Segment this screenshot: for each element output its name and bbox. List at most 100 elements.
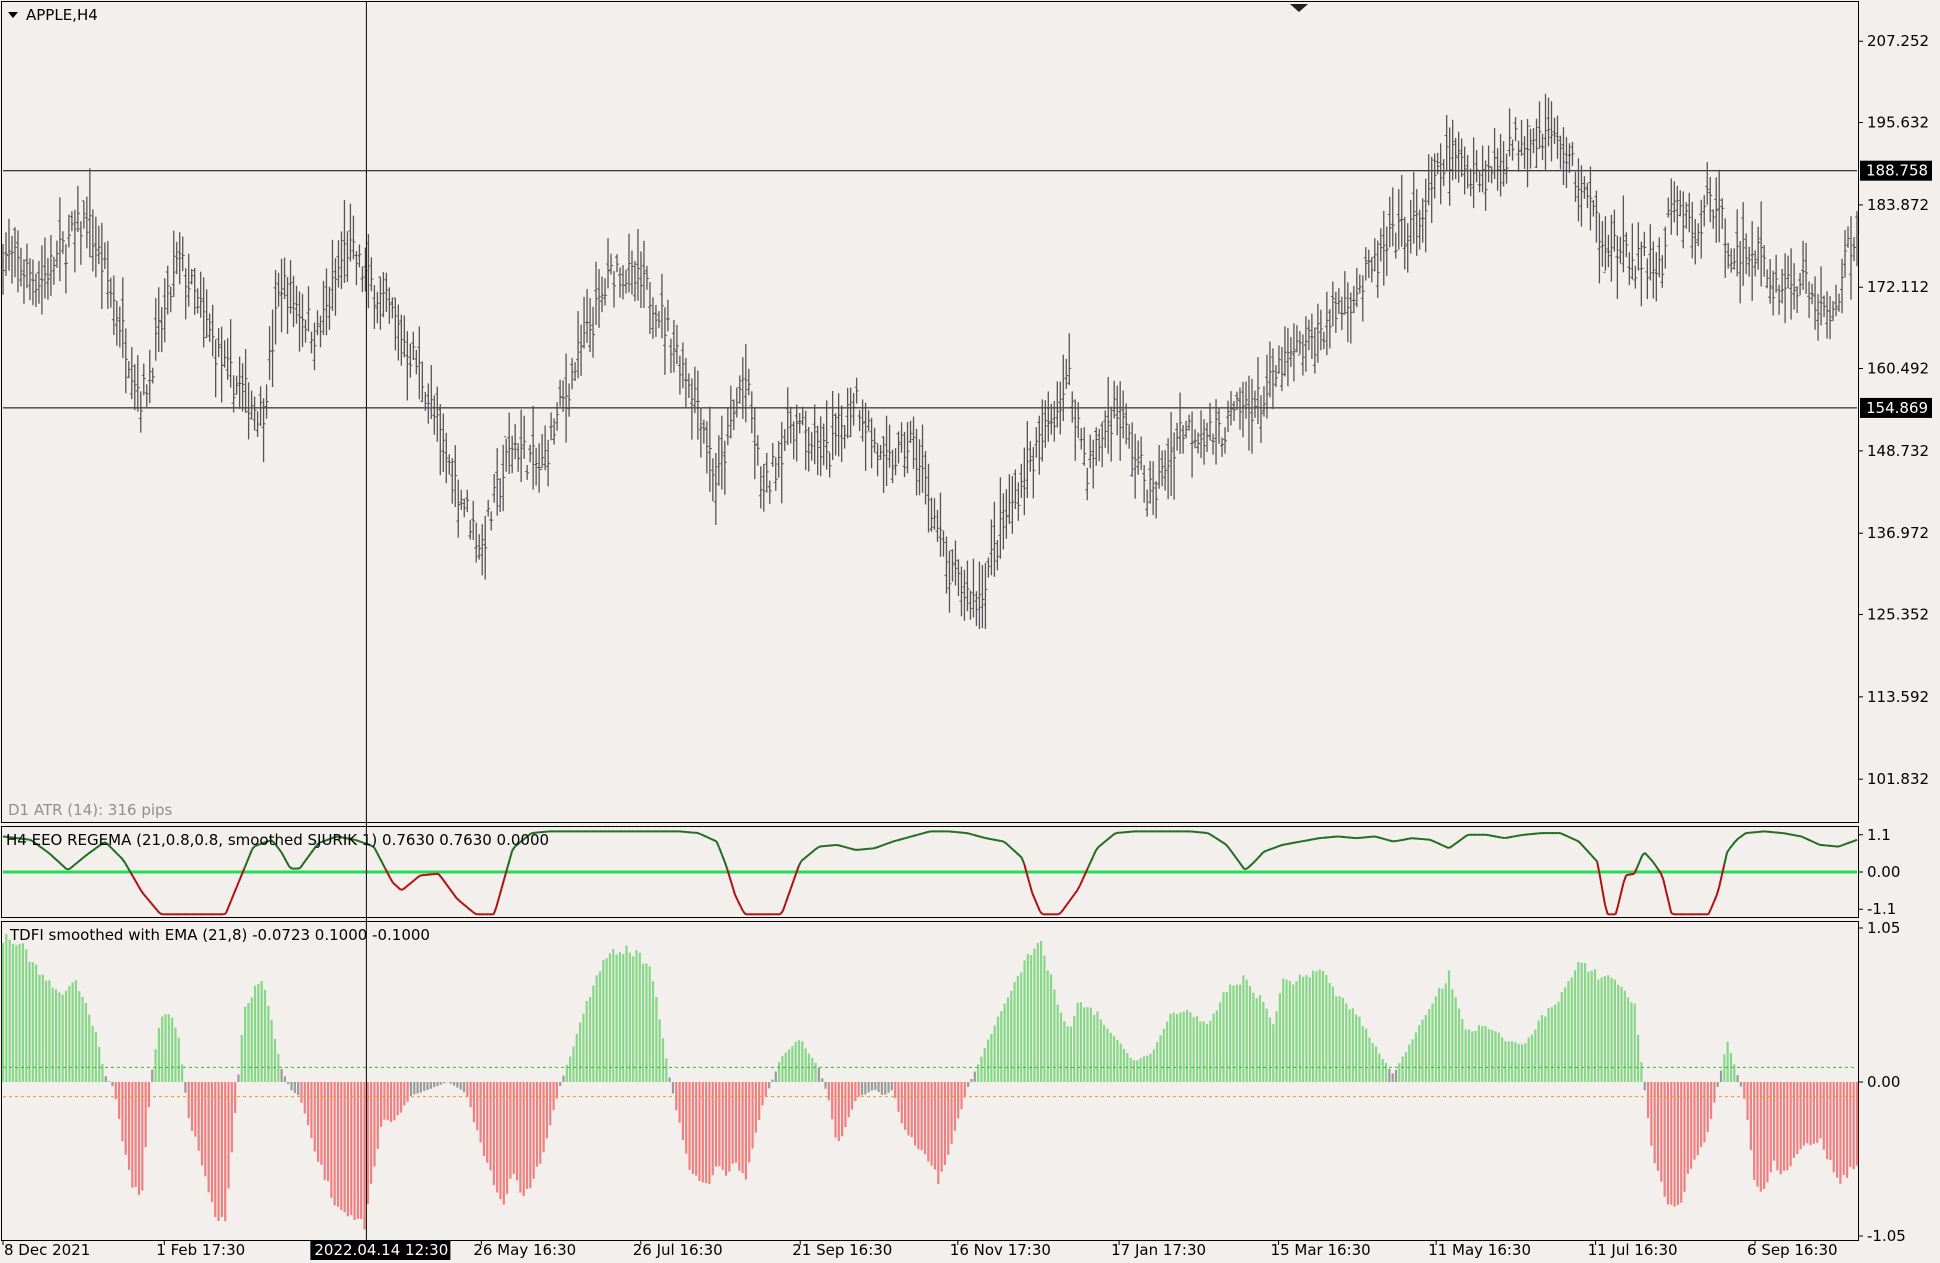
eeo-line-segment [1073, 889, 1079, 895]
eeo-line-segment [1437, 842, 1441, 846]
price-bar [321, 280, 326, 336]
chart-shift-marker-icon[interactable] [1290, 4, 1308, 12]
symbol-dropdown-icon[interactable] [8, 12, 18, 18]
eeo-line-segment [840, 845, 845, 848]
price-bar [165, 265, 170, 315]
price-bar [935, 509, 940, 542]
price-bar [1013, 469, 1018, 510]
price-bar [1252, 390, 1257, 418]
price-bar [1321, 331, 1326, 350]
eeo-line-segment [251, 845, 256, 850]
price-bar [1085, 467, 1090, 501]
axis-tick-label: 183.872 [1867, 196, 1929, 214]
price-bar [618, 267, 623, 298]
eeo-line-segment [816, 845, 821, 849]
eeo-line-segment [1854, 838, 1858, 842]
eeo-line-segment [795, 865, 800, 874]
price-bar [513, 424, 518, 460]
eeo-line-segment [42, 847, 47, 852]
price-bar [1501, 141, 1506, 187]
price-bar [375, 291, 380, 324]
price-bar [1639, 241, 1644, 307]
price-bar [1843, 229, 1848, 278]
eeo-line-segment [1635, 861, 1641, 869]
axis-tick-label: 101.832 [1867, 770, 1929, 788]
price-bar [1261, 386, 1266, 417]
price-bar [42, 237, 47, 299]
eeo-line-segment [1455, 840, 1460, 844]
eeo-line-segment [320, 840, 325, 844]
price-bar [444, 432, 449, 484]
price-bar [1136, 440, 1141, 475]
price-bar [81, 200, 86, 229]
eeo-line-segment [100, 841, 105, 846]
price-scale-axis[interactable]: 207.252 195.632 183.872 172.112 160.492 148.7… [1858, 32, 1932, 1245]
eeo-line-segment [885, 842, 890, 845]
price-bar [1333, 291, 1338, 333]
eeo-line-segment [126, 866, 132, 873]
price-bar [839, 405, 844, 462]
price-bar [1768, 259, 1773, 304]
price-bar [1088, 434, 1093, 469]
price-bar [776, 440, 781, 478]
eeo-line-segment [516, 841, 521, 846]
time-axis[interactable]: 8 Dec 2021 1 Feb 17:30 26 May 16:30 26 Jul … [2, 1240, 1838, 1260]
eeo-line-segment [419, 874, 423, 877]
eeo-line-segment [781, 903, 787, 912]
eeo-panel[interactable]: H4 EEO REGEMA (21,0.8,0.8, smoothed SJUR… [2, 830, 1858, 916]
price-bar [534, 447, 539, 486]
price-bar [1243, 381, 1248, 419]
eeo-line-segment [50, 853, 55, 858]
time-tick-label: 11 Jul 16:30 [1588, 1241, 1678, 1259]
price-bar [567, 383, 572, 417]
eeo-line-segment [39, 845, 44, 850]
price-bar [1345, 282, 1350, 343]
eeo-line-segment [389, 877, 394, 884]
price-bar [920, 424, 925, 493]
price-bar [1294, 325, 1299, 353]
eeo-line-segment [235, 880, 240, 889]
price-bar [974, 591, 979, 626]
price-bar [1270, 348, 1275, 410]
eeo-line-segment [272, 841, 277, 847]
price-bar [507, 412, 512, 474]
price-bar [686, 373, 691, 398]
eeo-line-segment [1843, 842, 1847, 846]
price-bar [1564, 137, 1569, 189]
eeo-line-segment [1800, 835, 1805, 839]
price-bar [1669, 178, 1674, 235]
price-bar [1831, 300, 1836, 322]
price-panel[interactable]: APPLE,H4 D1 ATR (14): 316 pips [1, 4, 1859, 819]
eeo-line-segment [148, 899, 153, 905]
price-bar [1031, 446, 1036, 499]
price-bar [147, 349, 152, 404]
eeo-line-segment [71, 864, 76, 868]
price-bar [1486, 145, 1491, 183]
eeo-line-segment [1731, 841, 1736, 846]
price-bar [1795, 286, 1800, 314]
price-bar [126, 361, 131, 379]
price-bar [1552, 117, 1557, 144]
eeo-line-segment [891, 840, 895, 843]
price-bar [192, 267, 197, 315]
eeo-line-segment [95, 845, 100, 850]
price-bar [573, 362, 578, 381]
price-bar [1276, 345, 1281, 374]
eeo-line-segment [270, 839, 275, 843]
eeo-line-segment [1617, 893, 1622, 905]
eeo-line-segment [1461, 836, 1466, 840]
price-bar [1148, 460, 1153, 504]
price-bar [459, 489, 464, 510]
price-bar [1441, 159, 1446, 186]
price-bar [1627, 252, 1632, 286]
price-bar [743, 344, 748, 423]
eeo-line-segment [505, 859, 511, 870]
price-bar [1019, 463, 1024, 498]
price-bar [1010, 476, 1015, 534]
price-bar [1822, 295, 1827, 318]
eeo-line-segment [132, 876, 137, 882]
tdfi-panel[interactable]: TDFI smoothed with EMA (21,8) -0.0723 0.… [1, 926, 1859, 1230]
price-bar [1420, 198, 1425, 243]
price-bar [860, 399, 865, 442]
